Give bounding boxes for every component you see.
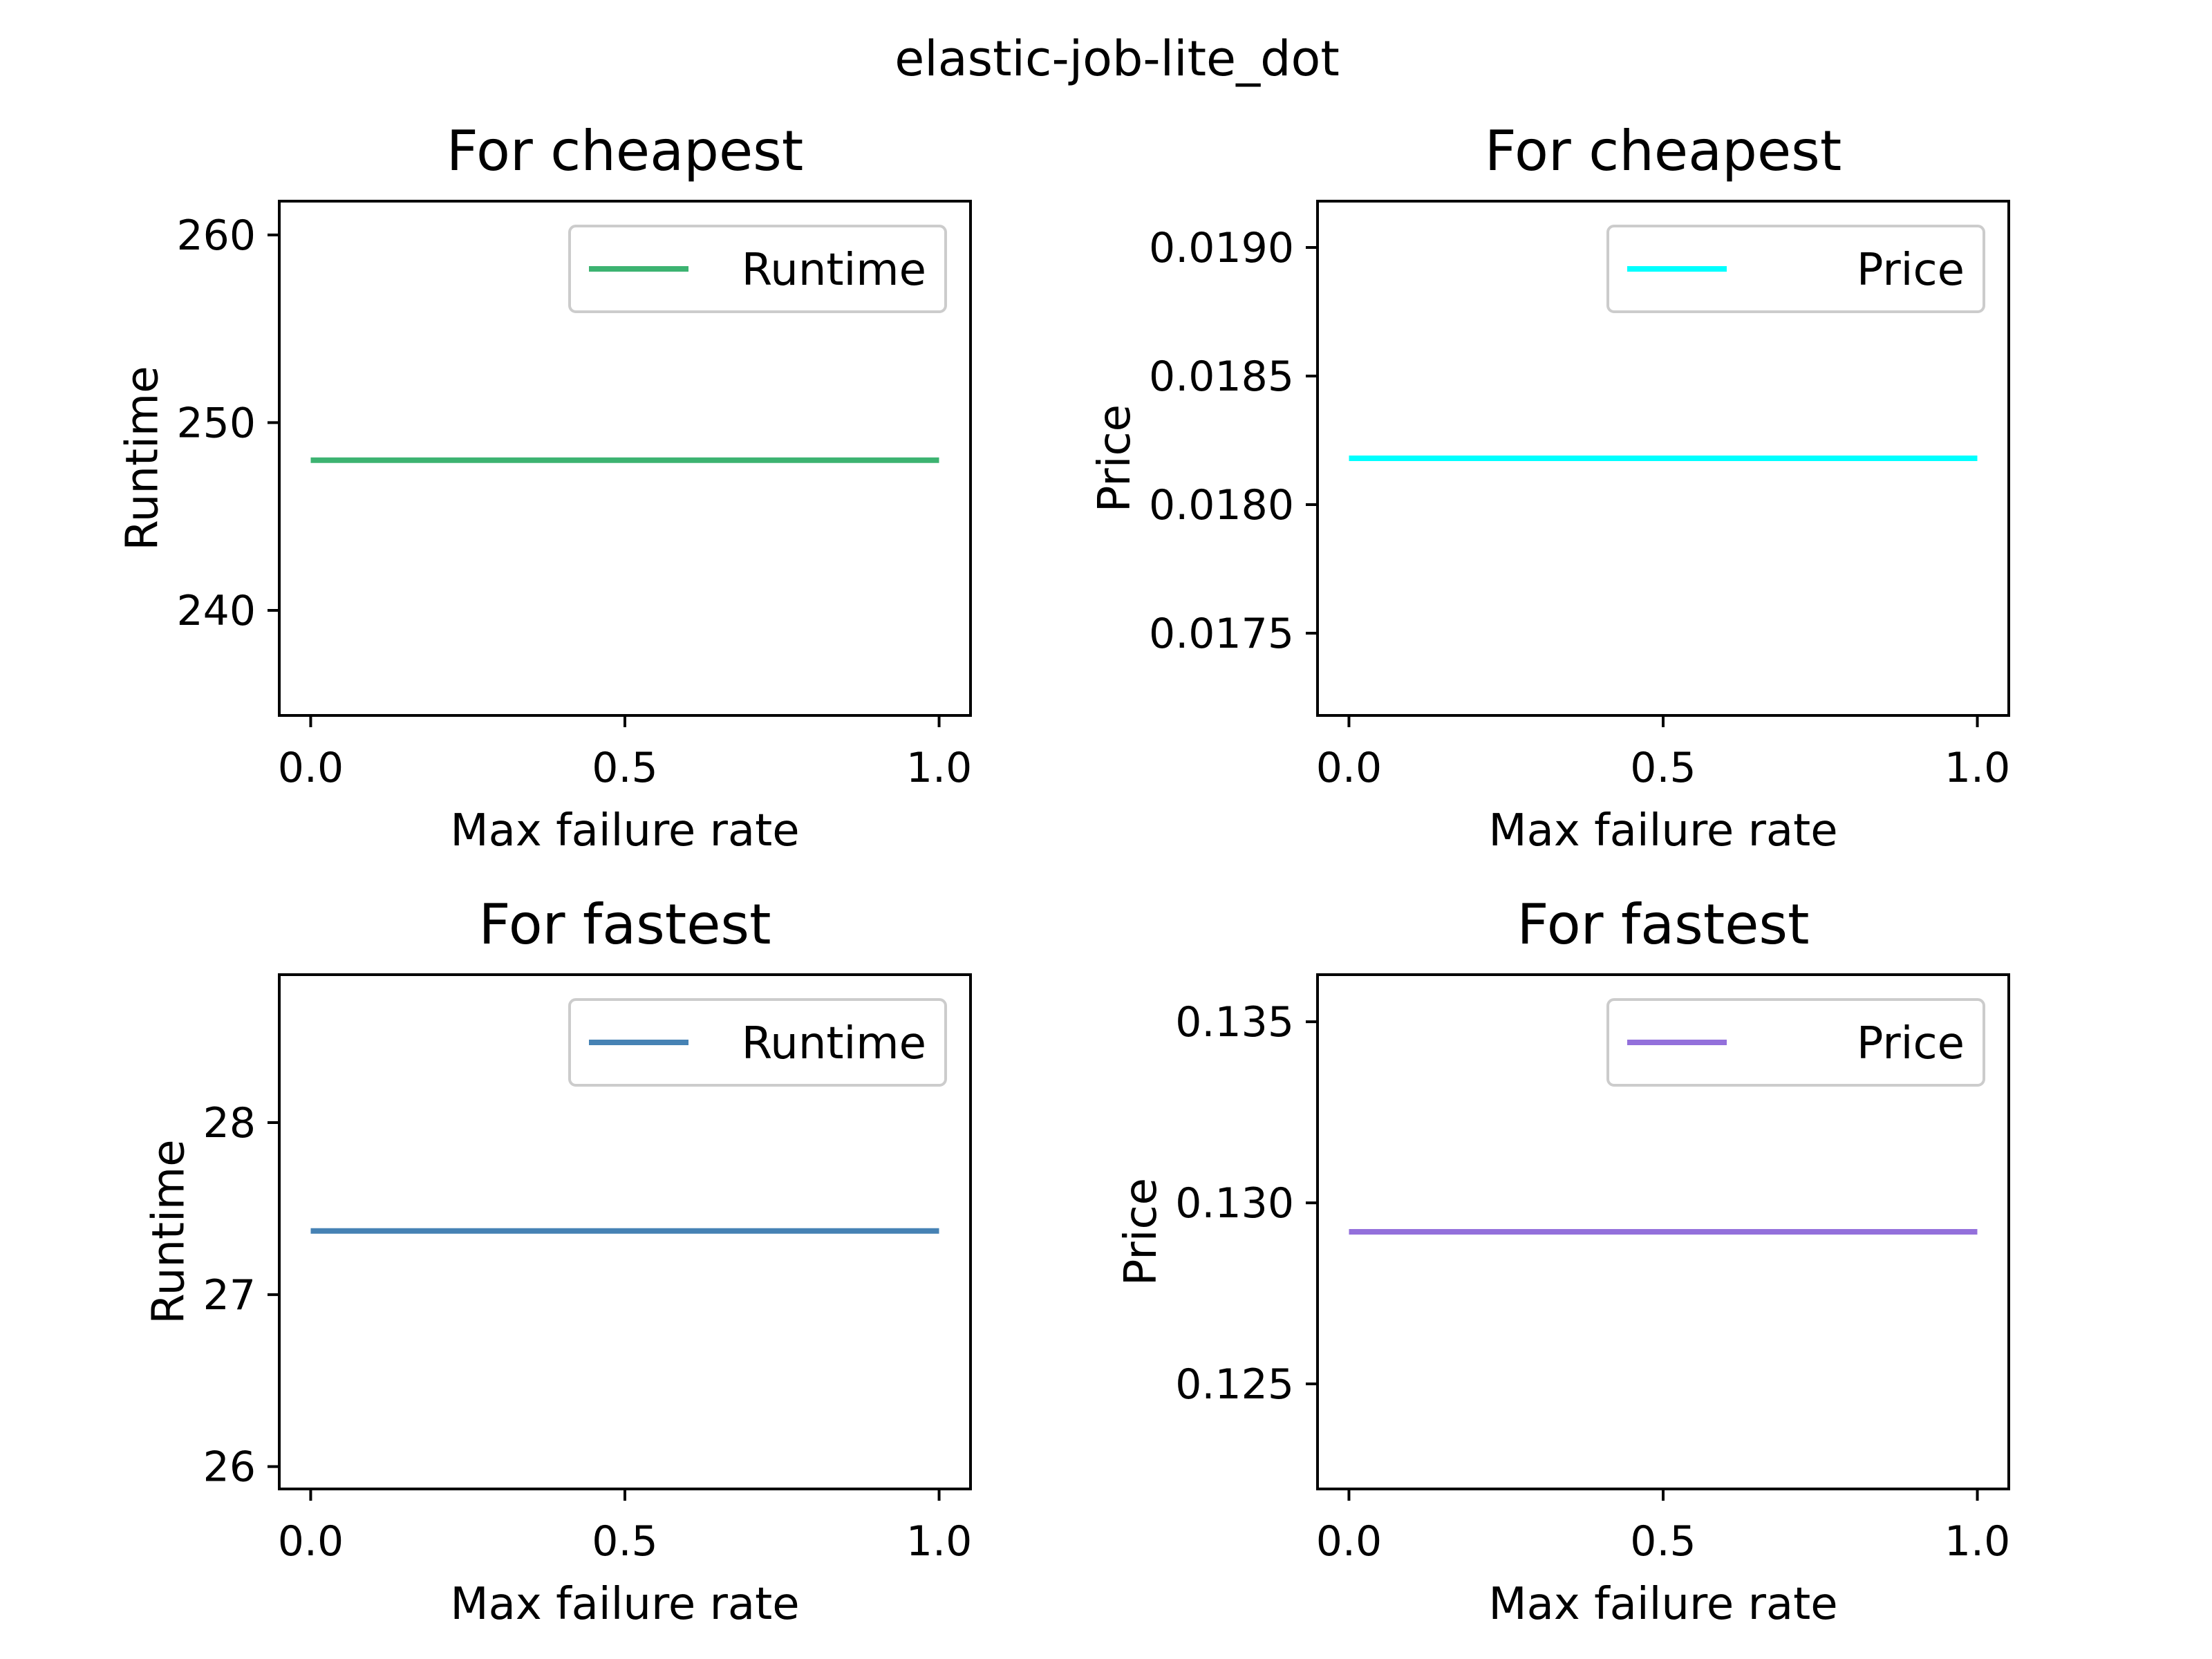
- subplots: 0.0 0.5 1.0 240 250 260 For cheapest Max failur…: [117, 119, 2010, 1630]
- x-tick-label: 0.0: [1316, 1517, 1382, 1566]
- y-tick-label: 240: [176, 587, 256, 635]
- x-tick-label: 0.5: [592, 1517, 657, 1566]
- subplot-3: 0.0 0.5 1.0 26 27 28 For fastest Max failure ra…: [144, 892, 973, 1630]
- axes-title: For cheapest: [1485, 119, 1841, 183]
- y-tick-label: 0.0185: [1149, 353, 1294, 401]
- subplot-4: 0.0 0.5 1.0 0.125 0.130 0.135 For fastest Max f…: [1116, 892, 2010, 1630]
- legend-box: [1606, 998, 1985, 1087]
- y-axis-label: Runtime: [117, 366, 168, 550]
- x-tick-label: 0.5: [592, 744, 657, 792]
- x-tick-label: 1.0: [1944, 744, 2010, 792]
- x-axis-label: Max failure rate: [1488, 1579, 1837, 1630]
- legend-box: [568, 998, 947, 1087]
- y-tick-label: 250: [176, 399, 256, 447]
- y-tick-label: 0.135: [1175, 998, 1294, 1047]
- axes-title: For fastest: [479, 892, 771, 957]
- x-tick-label: 0.0: [1316, 744, 1382, 792]
- axes-title: For fastest: [1517, 892, 1810, 957]
- x-tick-label: 0.0: [278, 744, 344, 792]
- y-tick-label: 0.0175: [1149, 610, 1294, 658]
- figure-suptitle: elastic-job-lite_dot: [894, 30, 1340, 87]
- x-tick-label: 1.0: [906, 744, 972, 792]
- legend: Price: [1606, 998, 1985, 1087]
- y-tick-label: 260: [176, 212, 256, 260]
- x-tick-label: 0.0: [278, 1517, 344, 1566]
- legend-label: Price: [1857, 245, 1965, 296]
- legend-label: Runtime: [742, 245, 926, 296]
- y-tick-label: 0.130: [1175, 1179, 1294, 1228]
- y-axis-label: Price: [1089, 404, 1141, 512]
- x-axis-label: Max failure rate: [450, 1579, 799, 1630]
- y-tick-label: 26: [203, 1443, 256, 1492]
- legend: Runtime: [568, 998, 947, 1087]
- x-tick-label: 1.0: [906, 1517, 972, 1566]
- legend-box: [1606, 225, 1985, 313]
- legend: Price: [1606, 225, 1985, 313]
- x-tick-label: 1.0: [1944, 1517, 2010, 1566]
- y-tick-label: 0.125: [1175, 1360, 1294, 1409]
- y-tick-label: 27: [203, 1271, 256, 1320]
- legend-label: Price: [1857, 1018, 1965, 1069]
- y-tick-label: 28: [203, 1099, 256, 1147]
- legend: Runtime: [568, 225, 947, 313]
- y-axis-label: Price: [1116, 1178, 1167, 1286]
- subplot-1: 0.0 0.5 1.0 240 250 260 For cheapest Max failur…: [117, 119, 972, 856]
- x-tick-label: 0.5: [1630, 1517, 1696, 1566]
- x-tick-label: 0.5: [1630, 744, 1696, 792]
- x-axis-label: Max failure rate: [450, 805, 799, 856]
- legend-label: Runtime: [742, 1018, 926, 1069]
- y-tick-label: 0.0190: [1149, 224, 1294, 272]
- axes-title: For cheapest: [447, 119, 803, 183]
- x-axis-label: Max failure rate: [1488, 805, 1837, 856]
- y-tick-label: 0.0180: [1149, 481, 1294, 529]
- y-axis-label: Runtime: [144, 1139, 195, 1324]
- subplot-2: 0.0 0.5 1.0 0.0175 0.0180 0.0185 0.0190 For che…: [1089, 119, 2010, 856]
- legend-box: [568, 225, 947, 313]
